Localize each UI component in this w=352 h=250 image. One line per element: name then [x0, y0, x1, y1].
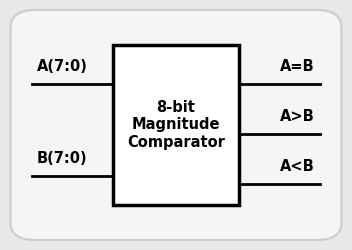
Text: A=B: A=B: [281, 59, 315, 74]
FancyBboxPatch shape: [11, 10, 341, 240]
Text: A>B: A>B: [280, 109, 315, 124]
Bar: [113, 45, 239, 205]
Text: A(7:0): A(7:0): [37, 59, 88, 74]
Text: 8-bit
Magnitude
Comparator: 8-bit Magnitude Comparator: [127, 100, 225, 150]
Text: A<B: A<B: [280, 159, 315, 174]
Text: B(7:0): B(7:0): [37, 151, 88, 166]
